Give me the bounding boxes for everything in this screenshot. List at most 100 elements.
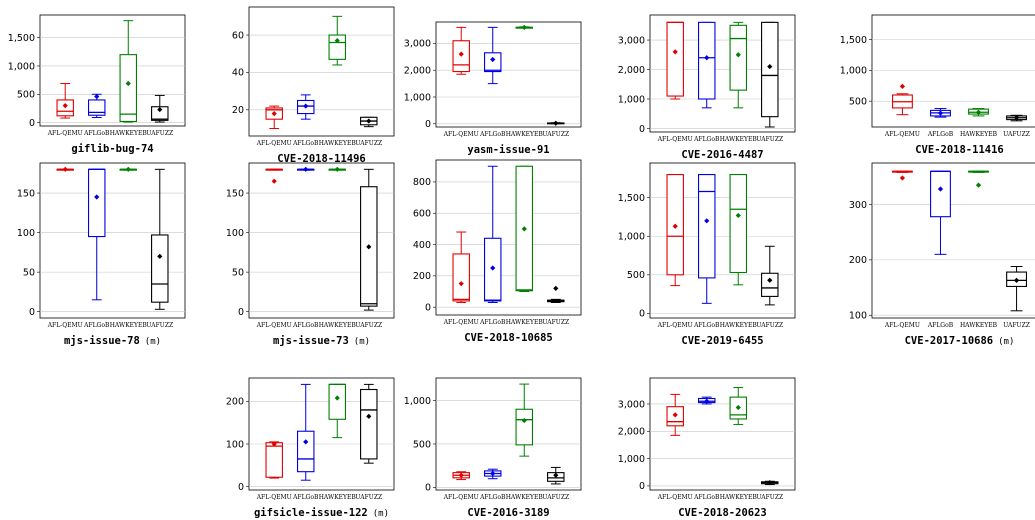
box-aflgob: [296, 383, 315, 481]
box-uafuzz: [1006, 266, 1028, 312]
mean-marker: [94, 194, 100, 200]
y-tick-label: 1,000: [618, 454, 645, 465]
category-label: UAFUZZ: [355, 494, 382, 501]
mean-marker: [975, 182, 982, 188]
y-tick-label: 0: [425, 302, 431, 313]
box-aflgob: [296, 166, 315, 172]
chart-panel: 0 500 1,000 1,500 AFL-QEMU AFLGoB HAWKEYEB UAFU…: [618, 162, 796, 347]
category-label: UAFUZZ: [1003, 131, 1030, 138]
y-tick-label: 60: [232, 30, 244, 41]
chart-panel: 500 1,000 1,500 AFL-QEMU AFLGoB HAWKEYEB UAFUZ…: [840, 14, 1035, 156]
mean-marker: [735, 52, 741, 58]
y-tick-label: 0: [425, 483, 431, 494]
chart-panel: 0 1,000 2,000 3,000 AFL-QEMU AFLGoB HAWKEYEB UA…: [404, 21, 582, 156]
plot-frame: [248, 6, 395, 137]
chart-panel: 100 200 300 AFL-QEMU AFLGoB HAWKEYEB UAFUZZ CVE…: [849, 162, 1035, 347]
chart-title-unit: (m): [373, 509, 389, 519]
category-label: AFLGoB: [693, 322, 720, 329]
box-iqr: [151, 234, 169, 303]
category-label: HAWKEYEB: [960, 322, 998, 329]
y-tick-label: 2,000: [618, 427, 645, 438]
box-uafuzz: [761, 480, 779, 486]
box-uafuzz: [151, 168, 169, 310]
mean-marker: [767, 277, 773, 283]
y-tick-label: 1,000: [404, 92, 431, 103]
mean-marker: [490, 470, 496, 477]
plot-frame: [871, 162, 1035, 319]
mean-marker: [899, 83, 906, 89]
category-label: AFLGoB: [292, 494, 319, 501]
box-uafuzz: [151, 94, 169, 123]
mean-marker: [94, 93, 100, 100]
chart-panel: 0 500 1,000 AFL-QEMU AFLGoB HAWKEYEB UAFUZZ CVE…: [404, 377, 582, 519]
category-label: HAWKEYEB: [319, 494, 357, 501]
y-tick-label: 3,000: [618, 399, 645, 410]
category-label: HAWKEYEB: [960, 131, 998, 138]
y-tick-label: 40: [232, 68, 244, 79]
chart-title: CVE-2018-11496: [277, 153, 366, 165]
plot-frame: [649, 14, 796, 133]
box-uafuzz: [1006, 114, 1028, 122]
mean-marker: [672, 49, 678, 55]
box-iqr: [87, 99, 106, 116]
box-iqr: [328, 383, 347, 420]
category-label: UAFUZZ: [355, 322, 382, 329]
mean-marker: [458, 281, 464, 287]
chart-panel: 20 40 60 AFL-QEMU AFLGoB HAWKEYEB UAFUZZ CVE-20…: [232, 6, 395, 165]
category-label: AFL-QEMU: [47, 322, 83, 329]
chart-title: yasm-issue-91: [467, 144, 549, 156]
mean-marker: [366, 244, 372, 250]
box-afl-qemu: [265, 168, 283, 184]
category-label: AFLGoB: [693, 494, 720, 501]
y-tick-label: 0: [639, 481, 645, 492]
plot-frame: [649, 377, 796, 491]
mean-marker: [125, 166, 131, 172]
category-label: AFLGoB: [479, 319, 506, 326]
y-tick-label: 500: [849, 96, 867, 107]
box-afl-qemu: [452, 471, 470, 481]
chart-title: CVE-2016-3189: [467, 507, 549, 519]
mean-marker: [672, 223, 678, 229]
y-tick-label: 1,500: [8, 33, 35, 44]
mean-marker: [735, 404, 741, 411]
box-hawkeyeb: [729, 174, 748, 286]
mean-marker: [937, 186, 944, 192]
box-uafuzz: [761, 21, 779, 128]
mean-marker: [303, 166, 309, 172]
box-aflgob: [697, 396, 716, 405]
box-aflgob: [483, 468, 502, 480]
mean-marker: [521, 226, 527, 232]
box-hawkeyeb: [515, 383, 534, 457]
box-iqr: [729, 174, 748, 274]
chart-panel: 0 50 100 150 AFL-QEMU AFLGoB HAWKEYEB UAFUZZ mjs…: [17, 162, 186, 347]
y-tick-label: 400: [413, 240, 431, 251]
chart-title: mjs-issue-73 (m): [273, 335, 370, 347]
y-tick-label: 150: [17, 188, 35, 199]
category-label: AFLGoB: [479, 494, 506, 501]
category-label: HAWKEYEB: [720, 322, 758, 329]
chart-panel: 0 1,000 2,000 3,000 AFL-QEMU AFLGoB HAWKEYEB UA…: [618, 377, 796, 519]
mean-marker: [672, 412, 678, 418]
category-label: AFL-QEMU: [657, 494, 693, 501]
category-label: UAFUZZ: [756, 494, 783, 501]
mean-marker: [334, 38, 340, 44]
chart-title-unit: (m): [998, 337, 1014, 347]
mean-marker: [62, 166, 68, 172]
category-label: HAWKEYEB: [110, 322, 148, 329]
chart-panel: 0 100 200 AFL-QEMU AFLGoB HAWKEYEB UAFUZZ gifsi…: [226, 377, 395, 519]
mean-marker: [458, 472, 464, 478]
chart-panel: 0 1,000 2,000 3,000 AFL-QEMU AFLGoB HAWKEYEB UA…: [618, 14, 796, 161]
mean-marker: [553, 472, 559, 478]
chart-title: giflib-bug-74: [71, 143, 153, 155]
mean-marker: [62, 103, 68, 109]
y-tick-label: 2,000: [618, 65, 645, 76]
y-tick-label: 0: [639, 309, 645, 320]
category-label: AFL-QEMU: [657, 322, 693, 329]
y-tick-label: 0: [639, 124, 645, 135]
box-afl-qemu: [265, 105, 283, 130]
category-label: AFL-QEMU: [884, 131, 920, 138]
mean-marker: [553, 285, 559, 291]
y-tick-label: 0: [29, 118, 35, 129]
chart-title-unit: (m): [145, 337, 161, 347]
